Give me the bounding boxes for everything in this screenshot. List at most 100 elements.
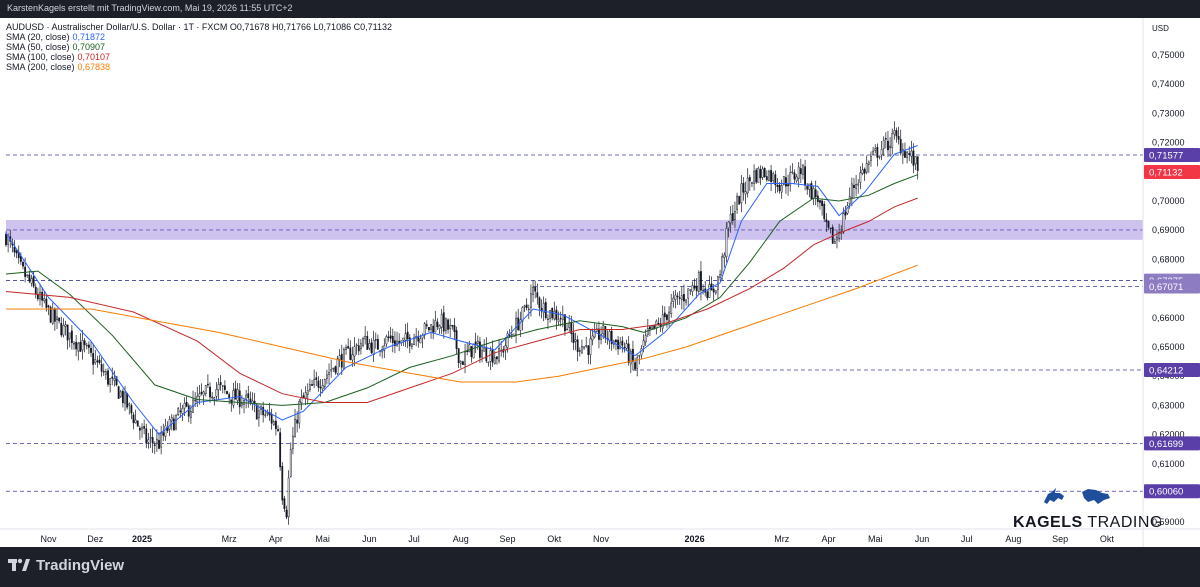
chart-pane[interactable]: USD0,750000,740000,730000,720000,710000,… <box>0 18 1200 547</box>
candle-body <box>555 309 558 320</box>
candle-body <box>168 419 171 430</box>
time-tick-label: Jun <box>915 534 930 544</box>
candle-body <box>721 256 724 276</box>
candle-body <box>155 438 158 445</box>
candle-body <box>323 379 326 387</box>
candle-body <box>396 340 398 346</box>
candle-body <box>889 145 892 149</box>
candle-body <box>774 174 777 186</box>
candle-body <box>725 228 728 257</box>
price-chart[interactable]: USD0,750000,740000,730000,720000,710000,… <box>0 18 1200 547</box>
price-tick-label: 0,68000 <box>1152 254 1185 264</box>
candle-body <box>916 156 919 171</box>
candle-body <box>281 466 284 501</box>
candle-body <box>697 272 700 292</box>
candle-body <box>489 350 492 362</box>
candle-body <box>83 340 86 346</box>
time-tick-label: Mai <box>315 534 330 544</box>
candle-body <box>595 328 598 332</box>
tradingview-wordmark[interactable]: TradingView <box>36 557 125 574</box>
candle-body <box>79 342 82 352</box>
candle-body <box>432 325 435 333</box>
candle-body <box>326 374 328 380</box>
candle-body <box>525 304 528 309</box>
candle-body <box>334 366 337 373</box>
candle-body <box>674 294 677 300</box>
candle-body <box>842 213 845 233</box>
candle-body <box>468 344 471 353</box>
candle-body <box>634 362 636 370</box>
candle-body <box>315 377 318 380</box>
candle-body <box>763 167 766 178</box>
time-tick-label: Jul <box>961 534 973 544</box>
candle-body <box>857 183 860 186</box>
candle-body <box>107 370 109 385</box>
sma-line <box>5 174 918 406</box>
sma-200-row[interactable]: SMA (200, close) 0,67838 <box>6 62 111 72</box>
candle-body <box>126 392 129 408</box>
attribution-text: KarstenKagels erstellt mit TradingView.c… <box>7 3 293 13</box>
ohlc-close: C0,71132 <box>353 22 392 32</box>
time-tick-label: Mai <box>868 534 883 544</box>
candle-body <box>445 318 447 331</box>
level-label-bg <box>1144 484 1200 499</box>
candle-body <box>60 322 63 336</box>
symbol-row: AUDUSD · Australischer Dollar/U.S. Dolla… <box>6 22 392 32</box>
candle-body <box>264 414 267 416</box>
candle-body <box>206 383 209 386</box>
candle-body <box>619 342 622 350</box>
candle-body <box>319 386 322 389</box>
candle-body <box>838 231 841 239</box>
candle-body <box>177 408 180 416</box>
time-tick-label: Okt <box>547 534 562 544</box>
candle-body <box>349 347 352 360</box>
candle-body <box>136 420 139 427</box>
candle-body <box>332 367 335 370</box>
tradingview-logo-icon[interactable] <box>8 557 30 573</box>
sma-line <box>5 197 918 403</box>
candle-body <box>814 189 817 198</box>
candle-body <box>164 425 167 437</box>
candle-body <box>576 339 579 352</box>
sma-50-row[interactable]: SMA (50, close) 0,70907 <box>6 42 106 52</box>
time-tick-label: Mrz <box>774 534 789 544</box>
candle-body <box>861 169 864 174</box>
candle-body <box>600 334 602 340</box>
ohlc-open: O0,71678 <box>229 22 270 32</box>
candle-body <box>406 331 409 340</box>
candle-body <box>723 254 726 258</box>
candle-body <box>404 333 407 341</box>
candle-body <box>351 354 354 361</box>
price-tick-label: 0,74000 <box>1152 79 1185 89</box>
candle-body <box>683 294 685 302</box>
candle-body <box>449 325 452 330</box>
time-tick-label: Jun <box>362 534 377 544</box>
candle-body <box>132 414 135 424</box>
time-tick-label: Aug <box>453 534 469 544</box>
candle-body <box>496 356 498 360</box>
sma-200-value: 0,67838 <box>77 62 111 72</box>
sma-20-row[interactable]: SMA (20, close) 0,71872 <box>6 32 106 42</box>
candle-body <box>343 349 345 370</box>
candle-body <box>578 350 581 352</box>
candle-body <box>223 385 226 390</box>
candle-body <box>357 345 360 352</box>
candle-body <box>283 498 286 509</box>
candle-body <box>761 168 764 178</box>
kagels-trading-logo: KAGELS TRADING <box>1010 484 1162 540</box>
candle-body <box>100 363 103 372</box>
candle-body <box>608 331 611 342</box>
time-tick-label: Okt <box>1100 534 1115 544</box>
candle-body <box>204 385 207 394</box>
candle-body <box>479 341 481 358</box>
candle-body <box>90 347 92 353</box>
candle-body <box>914 156 917 165</box>
candle-body <box>270 414 273 424</box>
candle-body <box>41 291 44 301</box>
candle-body <box>836 237 838 241</box>
candle-body <box>591 335 594 341</box>
sma-100-row[interactable]: SMA (100, close) 0,70107 <box>6 52 111 62</box>
candle-body <box>240 403 243 406</box>
candle-body <box>364 335 367 340</box>
candle-body <box>179 410 182 413</box>
